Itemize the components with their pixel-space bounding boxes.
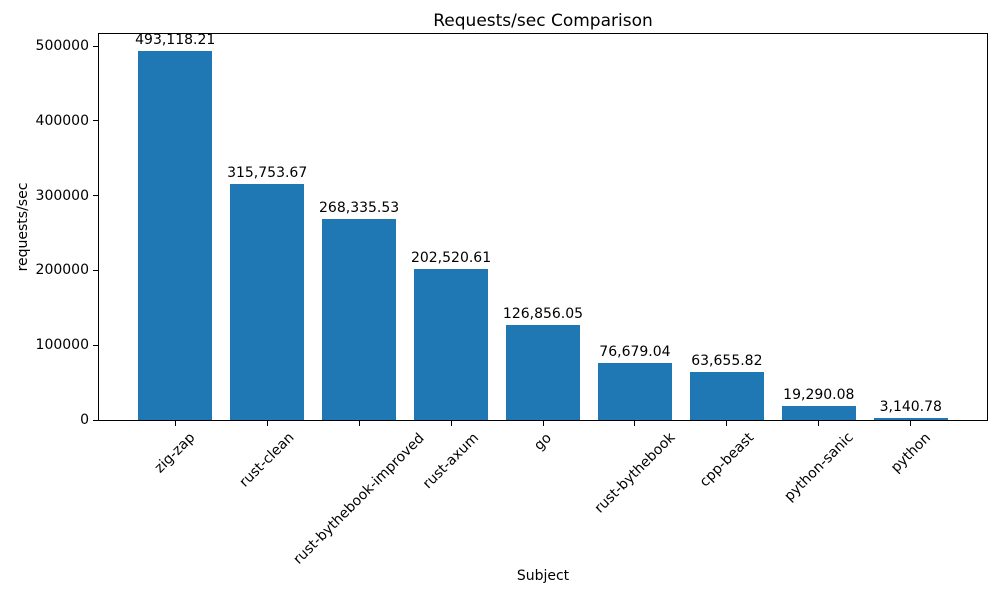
x-tick <box>910 421 912 426</box>
bar <box>873 417 948 420</box>
y-tick <box>93 419 98 421</box>
bar <box>138 51 212 420</box>
x-tick-label: rust-axum <box>419 430 483 493</box>
bar <box>782 405 856 420</box>
x-tick <box>358 421 360 426</box>
x-tick-label: python <box>887 430 934 476</box>
bar-value-label: 63,655.82 <box>691 353 763 370</box>
x-tick <box>450 421 452 426</box>
bar-value-label: 493,118.21 <box>135 32 216 49</box>
x-tick-label: go <box>531 429 555 454</box>
bar-value-label: 268,335.53 <box>319 200 400 217</box>
y-tick <box>93 45 98 47</box>
x-tick-label: zig-zap <box>151 429 199 477</box>
y-tick <box>93 120 98 122</box>
x-tick-label: rust-bythebook <box>591 430 679 517</box>
y-tick-label: 100000 <box>35 337 89 354</box>
bar <box>598 362 672 420</box>
bar-value-label: 19,290.08 <box>783 386 855 403</box>
y-tick-label: 0 <box>80 412 89 428</box>
chart-title: Requests/sec Comparison <box>433 11 653 31</box>
y-tick-label: 400000 <box>35 112 89 129</box>
x-tick-label: rust-bythebook-improved <box>290 429 428 568</box>
bar-value-label: 3,140.78 <box>879 398 942 415</box>
bar <box>322 219 396 420</box>
y-tick <box>93 344 98 346</box>
bar-value-label: 126,856.05 <box>502 306 584 323</box>
x-tick-label: python-sanic <box>781 429 857 506</box>
x-tick <box>266 421 268 426</box>
bar <box>230 183 304 420</box>
y-tick-label: 300000 <box>35 187 89 204</box>
bar-value-label: 315,753.67 <box>227 164 308 181</box>
x-tick-label: rust-clean <box>236 429 298 491</box>
bar <box>690 372 764 420</box>
y-tick <box>93 195 98 197</box>
bar-value-label: 76,679.04 <box>599 343 671 360</box>
bar <box>506 325 580 420</box>
bar <box>414 268 488 420</box>
x-tick <box>726 421 728 426</box>
x-tick <box>818 421 820 426</box>
y-tick-label: 500000 <box>35 38 89 54</box>
x-tick-label: cpp-beast <box>696 429 758 491</box>
y-tick-label: 200000 <box>35 262 89 279</box>
x-tick <box>174 421 176 426</box>
x-tick <box>542 421 544 426</box>
bar-value-label: 202,520.61 <box>410 249 492 266</box>
y-tick <box>93 269 98 271</box>
x-axis-label: Subject <box>516 568 570 584</box>
x-tick <box>634 421 636 426</box>
